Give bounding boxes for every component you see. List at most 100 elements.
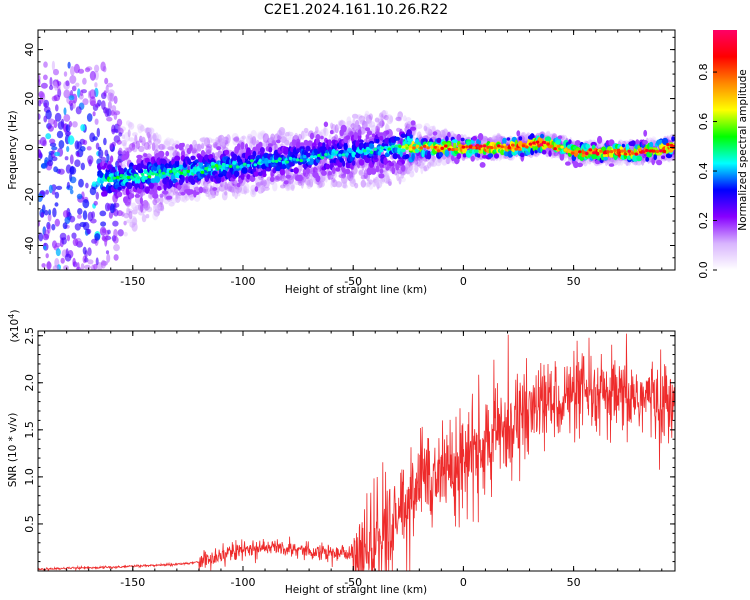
heatmap-ridge-cell — [359, 150, 363, 154]
heatmap-noise-cell — [78, 178, 84, 188]
heatmap-noise-cell — [38, 193, 43, 202]
heatmap-noise-cell — [45, 253, 49, 259]
heatmap-noise-cell — [47, 118, 55, 125]
heatmap-noise-cell — [189, 195, 194, 201]
heatmap-noise-cell — [141, 214, 147, 223]
heatmap-band-cell — [315, 134, 321, 141]
heatmap-band-cell — [671, 136, 675, 142]
heatmap-noise-cell — [87, 259, 94, 265]
heatmap-band-cell — [395, 162, 400, 171]
heatmap-noise-cell — [48, 209, 52, 216]
heatmap-ridge-cell — [147, 175, 152, 179]
heatmap-noise-cell — [89, 89, 96, 99]
snr-y-tick-label: 2.5 — [23, 327, 36, 345]
heatmap-band-cell — [188, 189, 194, 195]
heatmap-noise-cell — [104, 149, 109, 157]
heatmap-noise-cell — [407, 121, 411, 127]
heatmap-band-cell — [410, 120, 416, 126]
heatmap-band-cell — [370, 168, 377, 175]
heatmap-noise-cell — [52, 265, 60, 270]
heatmap-noise-cell — [100, 259, 106, 269]
heatmap-band-cell — [597, 135, 603, 144]
heatmap-ridge-cell — [130, 175, 134, 179]
heatmap-band-cell — [118, 167, 125, 174]
heatmap-noise-cell — [65, 131, 71, 137]
heatmap-band-cell — [378, 132, 384, 136]
heatmap-noise-cell — [368, 183, 374, 190]
heatmap-band-cell — [181, 142, 185, 148]
heatmap-noise-cell — [405, 168, 411, 175]
heatmap-noise-cell — [66, 146, 70, 152]
heatmap-noise-cell — [111, 105, 117, 112]
heatmap-band-cell — [309, 132, 315, 140]
heatmap-noise-cell — [342, 184, 348, 189]
heatmap-noise-cell — [168, 149, 176, 159]
heatmap-noise-cell — [74, 159, 81, 167]
heatmap-noise-cell — [337, 120, 343, 126]
heatmap-noise-cell — [196, 143, 202, 152]
heatmap-band-cell — [451, 139, 458, 144]
heatmap-noise-cell — [68, 120, 73, 128]
heatmap-noise-cell — [445, 158, 451, 165]
heatmap-band-cell — [371, 133, 376, 138]
heatmap-ridge-cell — [112, 176, 117, 180]
spectrogram-x-tick-label: 50 — [567, 275, 581, 288]
heatmap-ridge-cell — [574, 150, 579, 154]
heatmap-noise-cell — [117, 229, 124, 237]
heatmap-ridge-cell — [500, 145, 505, 149]
heatmap-noise-cell — [76, 152, 80, 158]
heatmap-ridge-cell — [662, 149, 667, 154]
snr-x-ticks: -150 -100 -50 0 50 — [44, 331, 663, 589]
heatmap-band-cell — [379, 168, 384, 174]
heatmap-ridge-cell — [408, 147, 413, 151]
heatmap-noise-cell — [172, 152, 178, 157]
heatmap-ridge-cell — [613, 148, 617, 152]
heatmap-noise-cell — [42, 233, 49, 241]
heatmap-band-cell — [181, 175, 185, 183]
heatmap-noise-cell — [43, 61, 48, 68]
heatmap-band-cell — [134, 193, 141, 198]
heatmap-band-cell — [379, 135, 384, 141]
heatmap-noise-cell — [54, 112, 62, 122]
heatmap-ridge-cell — [348, 150, 353, 154]
heatmap-ridge-cell — [458, 144, 462, 148]
heatmap-noise-cell — [376, 123, 380, 132]
heatmap-ridge-cell — [553, 147, 557, 151]
heatmap-noise-cell — [144, 127, 152, 134]
heatmap-ridge-cell — [581, 154, 586, 158]
heatmap-ridge-cell — [366, 149, 371, 153]
heatmap-noise-cell — [137, 125, 143, 134]
heatmap-ridge-cell — [518, 147, 522, 151]
heatmap-ridge-cell — [140, 172, 145, 176]
heatmap-band-cell — [438, 151, 443, 158]
heatmap-ridge-cell — [609, 150, 614, 154]
heatmap-ridge-cell — [324, 153, 328, 157]
heatmap-noise-cell — [208, 146, 213, 152]
heatmap-noise-cell — [397, 168, 403, 175]
heatmap-noise-cell — [223, 183, 231, 189]
heatmap-band-cell — [474, 148, 480, 154]
heatmap-ridge-cell — [242, 162, 247, 166]
heatmap-band-cell — [656, 159, 663, 166]
heatmap-noise-cell — [105, 84, 109, 94]
heatmap-noise-cell — [170, 197, 178, 204]
heatmap-noise-cell — [113, 244, 120, 252]
heatmap-noise-cell — [279, 174, 287, 182]
heatmap-ridge-cell — [436, 149, 441, 153]
heatmap-band-cell — [555, 140, 561, 145]
heatmap-noise-cell — [121, 211, 125, 217]
heatmap-noise-cell — [379, 178, 385, 184]
heatmap-ridge-cell — [299, 159, 304, 163]
heatmap-band-cell — [177, 184, 182, 190]
heatmap-noise-cell — [53, 166, 58, 173]
heatmap-band-cell — [144, 186, 150, 194]
heatmap-noise-cell — [52, 207, 57, 218]
heatmap-noise-cell — [446, 158, 451, 163]
heatmap-noise-cell — [38, 91, 45, 99]
heatmap-noise-cell — [131, 209, 138, 215]
heatmap-ridge-cell — [570, 151, 575, 155]
heatmap-noise-cell — [167, 146, 175, 151]
heatmap-band-cell — [378, 173, 385, 179]
heatmap-noise-cell — [168, 201, 175, 207]
heatmap-band-cell — [240, 141, 245, 150]
